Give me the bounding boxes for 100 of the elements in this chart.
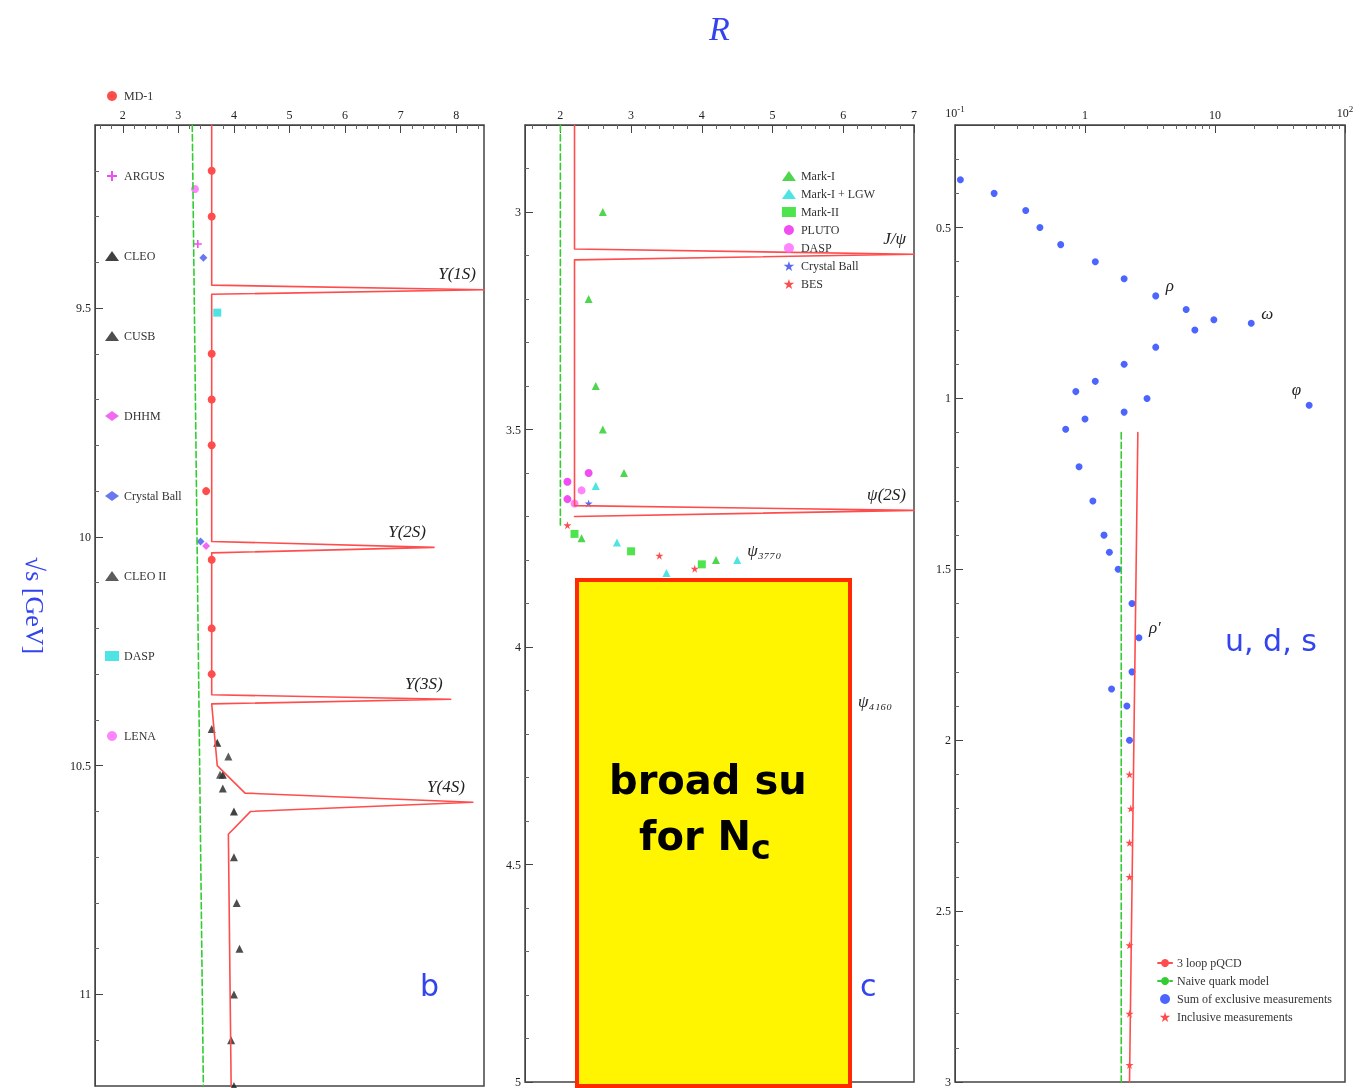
x-tick-label: 8 — [453, 108, 460, 122]
point — [711, 556, 720, 564]
annotation: ψ(2S) — [867, 484, 907, 504]
annotation: ρ — [1164, 276, 1174, 296]
point — [598, 425, 607, 434]
text: c — [860, 967, 877, 1003]
legend-label: PLUTO — [800, 223, 840, 237]
point — [584, 469, 593, 477]
legend-label: Sum of exclusive measurements — [1177, 992, 1333, 1006]
annotation: φ — [1291, 379, 1302, 399]
legend-label: DASP — [124, 649, 156, 663]
y-tick-label: 3 — [945, 1075, 951, 1088]
x-tick-label: 10 — [1209, 108, 1221, 122]
annotation: ψ₄₁₆₀ — [858, 692, 893, 712]
point — [229, 853, 238, 862]
legend-label: ARGUS — [124, 169, 165, 183]
point — [612, 538, 621, 547]
point — [733, 556, 742, 564]
point — [235, 944, 244, 953]
point — [213, 308, 222, 317]
y-tick-label: 0.5 — [936, 220, 951, 235]
legend-label: CLEO II — [124, 569, 167, 583]
point — [199, 253, 208, 262]
y-tick-label: 3 — [515, 205, 521, 219]
legend-label: MD-1 — [124, 89, 154, 103]
annotation: Υ(4S) — [427, 776, 466, 796]
x-tick-label: 3 — [628, 108, 635, 122]
point — [202, 487, 211, 496]
annotation: Υ(2S) — [388, 521, 427, 541]
x-tick-label: 2 — [557, 108, 564, 122]
y-tick-label: 9.5 — [76, 301, 91, 316]
annotation: ρ′ — [1147, 618, 1162, 638]
x-tick-label: 2 — [119, 108, 126, 122]
point — [690, 564, 699, 573]
x-tick-label: 6 — [342, 108, 349, 122]
annotation: Υ(3S) — [404, 673, 443, 693]
legend-label: 3 loop pQCD — [1177, 956, 1243, 970]
legend-label: Mark-I — [800, 169, 835, 183]
point — [563, 477, 572, 486]
y-tick-label: 4 — [515, 640, 521, 654]
point — [697, 560, 706, 569]
y-tick-label: 5 — [515, 1075, 521, 1088]
x-tick-label: 6 — [840, 108, 847, 122]
y-tick-label: 2 — [945, 733, 951, 748]
point — [563, 495, 572, 504]
y-tick-label: 10.5 — [70, 758, 91, 773]
point — [627, 547, 636, 556]
note-box: broad su for N$_{c}$ — [575, 578, 852, 1088]
annotation: J/ψ — [883, 228, 907, 248]
point — [224, 752, 233, 761]
y-tick-label: 10 — [79, 529, 91, 544]
annotation: ψ₃₇₇₀ — [747, 540, 782, 560]
point — [591, 382, 600, 390]
legend-label: DHHM — [124, 409, 161, 423]
x-tick-label: 7 — [911, 108, 917, 122]
y-tick-label: 1.5 — [936, 562, 951, 577]
legend-label: BES — [800, 277, 823, 291]
legend-label: CUSB — [124, 329, 156, 343]
x-tick-label: 1 — [1082, 108, 1088, 122]
legend-label: DASP — [800, 241, 832, 255]
y-axis-title: √s [GeV] — [19, 556, 49, 655]
x-tick-label: 4 — [230, 108, 237, 122]
point — [232, 898, 241, 907]
y-tick-label: 1 — [945, 391, 951, 406]
point — [662, 569, 671, 578]
x-axis-title: R — [708, 9, 731, 47]
point — [570, 529, 579, 538]
point — [598, 208, 607, 216]
point — [591, 482, 600, 491]
legend-label: LENA — [124, 729, 157, 743]
x-tick-label: 7 — [397, 108, 404, 122]
point — [620, 469, 629, 477]
legend-label: Inclusive measurements — [1177, 1010, 1293, 1024]
x-tick-label: 3 — [175, 108, 182, 122]
legend-label: Crystal Ball — [800, 259, 860, 273]
point — [193, 239, 202, 248]
y-tick-label: 2.5 — [936, 904, 951, 919]
text: b — [420, 967, 440, 1003]
text: u, d, s — [1225, 622, 1317, 658]
legend-label: Mark-II — [800, 205, 839, 219]
y-tick-label: 3.5 — [506, 422, 521, 437]
x-tick-label: 4 — [698, 108, 705, 122]
point — [563, 521, 572, 530]
annotation: Υ(1S) — [438, 264, 477, 284]
legend-label: Mark-I + LGW — [800, 187, 876, 201]
annotation: ω — [1261, 303, 1274, 323]
x-tick-label: 5 — [286, 108, 293, 122]
legend-label: Crystal Ball — [124, 489, 183, 503]
point — [577, 486, 586, 495]
point — [218, 784, 227, 793]
y-tick-label: 4.5 — [506, 857, 521, 872]
y-tick-label: 11 — [79, 987, 91, 1002]
point — [196, 537, 205, 546]
legend-label: CLEO — [124, 249, 156, 263]
annotation: for N$_{c}$ — [638, 812, 772, 869]
point — [584, 295, 593, 303]
x-tick-label: 5 — [769, 108, 776, 122]
annotation: broad su — [609, 756, 808, 805]
legend-label: Naive quark model — [1177, 974, 1270, 988]
point — [202, 542, 211, 551]
